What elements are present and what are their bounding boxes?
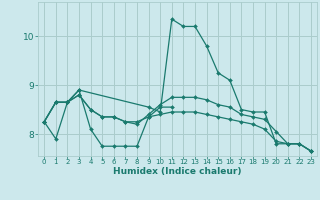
X-axis label: Humidex (Indice chaleur): Humidex (Indice chaleur) — [113, 167, 242, 176]
